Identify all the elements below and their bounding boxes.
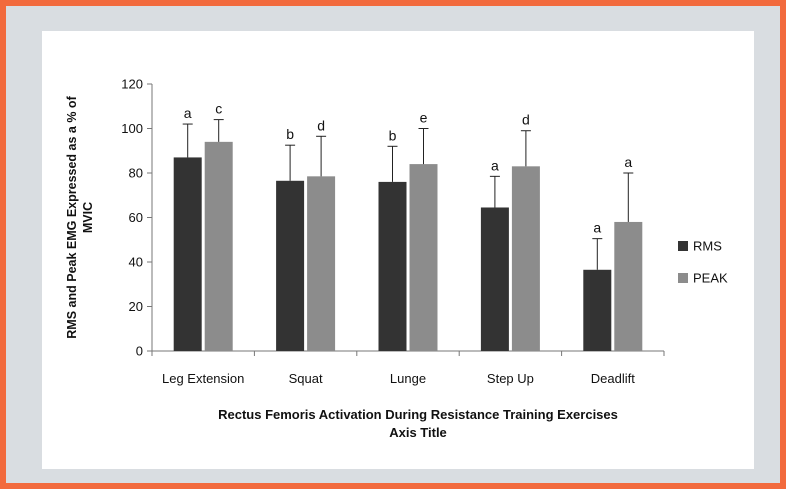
- significance-label: c: [215, 101, 222, 117]
- legend: RMS PEAK: [678, 239, 728, 286]
- significance-label: d: [317, 117, 325, 133]
- x-tick-label: Leg Extension: [162, 371, 244, 386]
- x-tick-label: Lunge: [390, 371, 426, 386]
- bar-rms: [583, 269, 612, 351]
- bar-peak: [307, 176, 336, 351]
- y-tick-label: 0: [136, 344, 143, 359]
- y-tick-label: 120: [121, 77, 143, 92]
- bar-peak: [511, 166, 540, 351]
- legend-label-peak: PEAK: [693, 271, 728, 286]
- bars: a b b a a c d e d a: [173, 101, 643, 351]
- bar-rms: [378, 181, 407, 351]
- axes: 0 20 40 60 80 100 120 Leg Extension Squat Lunge St…: [121, 77, 665, 386]
- bar-rms: [480, 207, 509, 351]
- bar-peak: [409, 164, 438, 351]
- bar-peak: [204, 141, 233, 351]
- bar-rms: [173, 157, 202, 351]
- y-tick-label: 80: [129, 166, 143, 181]
- y-tick-label: 40: [129, 255, 143, 270]
- significance-label: a: [491, 157, 499, 173]
- significance-label: b: [389, 127, 397, 143]
- y-tick-label: 20: [129, 299, 143, 314]
- y-axis-title-line1: RMS and Peak EMG Expressed as a % of: [65, 95, 79, 338]
- significance-label: a: [184, 105, 192, 121]
- x-axis-title-line2: Axis Title: [389, 425, 447, 440]
- significance-label: d: [522, 112, 530, 128]
- x-axis-title-line1: Rectus Femoris Activation During Resista…: [218, 407, 618, 422]
- labels: RMS and Peak EMG Expressed as a % of MVI…: [65, 95, 618, 440]
- legend-label-rms: RMS: [693, 239, 722, 254]
- significance-label: a: [593, 220, 601, 236]
- chart-panel: 0 20 40 60 80 100 120 Leg Extension Squat Lunge St…: [42, 31, 754, 469]
- x-tick-label: Deadlift: [591, 371, 635, 386]
- y-tick-label: 60: [129, 210, 143, 225]
- x-tick-label: Squat: [289, 371, 323, 386]
- legend-swatch-rms: [678, 241, 688, 251]
- significance-label: a: [624, 154, 632, 170]
- x-tick-label: Step Up: [487, 371, 534, 386]
- y-axis-title-line2: MVIC: [81, 202, 95, 233]
- bar-chart: 0 20 40 60 80 100 120 Leg Extension Squat Lunge St…: [65, 77, 728, 441]
- significance-label: e: [420, 110, 428, 126]
- legend-swatch-peak: [678, 273, 688, 283]
- outer-frame: 0 20 40 60 80 100 120 Leg Extension Squat Lunge St…: [6, 6, 780, 483]
- y-tick-label: 100: [121, 121, 143, 136]
- significance-label: b: [286, 126, 294, 142]
- bar-peak: [614, 221, 643, 351]
- bar-rms: [276, 180, 305, 351]
